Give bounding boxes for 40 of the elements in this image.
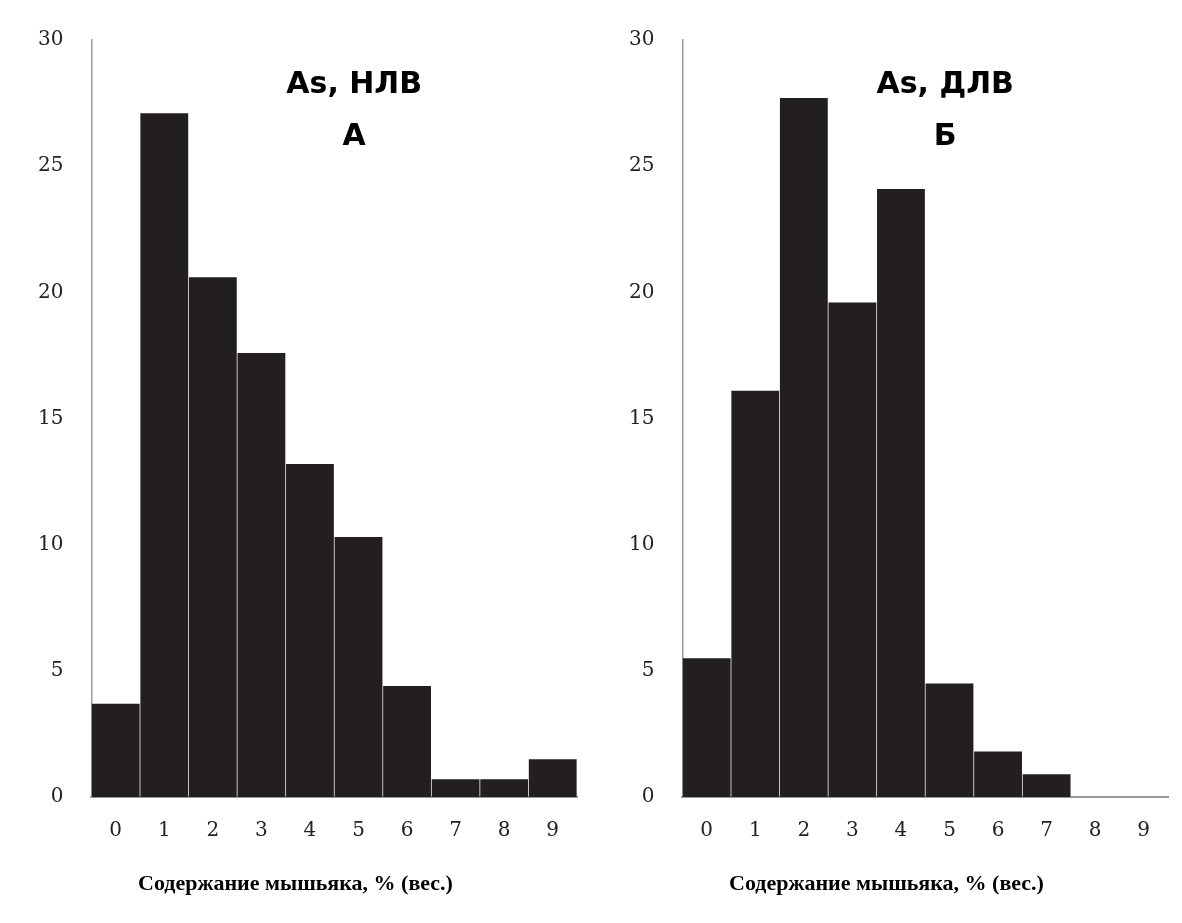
x-tick-label: 6 [991, 817, 1005, 842]
x-tick-label: 4 [894, 817, 908, 842]
x-tick-label: 0 [109, 817, 123, 842]
x-tick-label: 5 [943, 817, 956, 842]
x-axis-title: Содержание мышьяка, % (вес.) [137, 870, 454, 896]
x-tick-label: 7 [449, 817, 462, 842]
x-tick-label: 2 [797, 817, 811, 842]
x-tick-label: 3 [255, 817, 268, 842]
x-tick-label: 3 [846, 817, 859, 842]
x-axis-title: Содержание мышьяка, % (вес.) [728, 870, 1045, 896]
text: As, НЛВ [286, 64, 423, 100]
x-tick-label: 2 [206, 817, 220, 842]
x-tick-label: 0 [700, 817, 714, 842]
y-tick-label: 10 [38, 530, 64, 555]
y-tick-label: 5 [50, 657, 64, 682]
x-tick-label: 5 [352, 817, 365, 842]
y-tick-label: 25 [38, 152, 64, 177]
y-tick-label: 15 [38, 404, 64, 429]
y-tick-label: 0 [641, 783, 655, 808]
y-tick-label: 25 [629, 152, 655, 177]
y-tick-label: 30 [629, 26, 655, 51]
x-tick-label: 4 [303, 817, 317, 842]
y-tick-label: 20 [629, 278, 655, 303]
y-tick-label: 10 [629, 530, 655, 555]
x-tick-label: 6 [400, 817, 414, 842]
text: Б [933, 116, 957, 152]
y-tick-label: 15 [629, 404, 655, 429]
x-tick-label: 7 [1040, 817, 1053, 842]
y-tick-label: 30 [38, 26, 64, 51]
x-tick-label: 9 [1137, 817, 1151, 842]
y-tick-label: 20 [38, 278, 64, 303]
x-tick-label: 1 [157, 817, 171, 842]
x-tick-label: 8 [1088, 817, 1102, 842]
y-tick-label: 0 [50, 783, 64, 808]
x-tick-label: 9 [546, 817, 560, 842]
text: А [342, 116, 367, 152]
x-tick-label: 8 [497, 817, 511, 842]
x-tick-label: 1 [748, 817, 762, 842]
text: As, ДЛВ [876, 64, 1014, 100]
y-tick-label: 5 [641, 657, 655, 682]
